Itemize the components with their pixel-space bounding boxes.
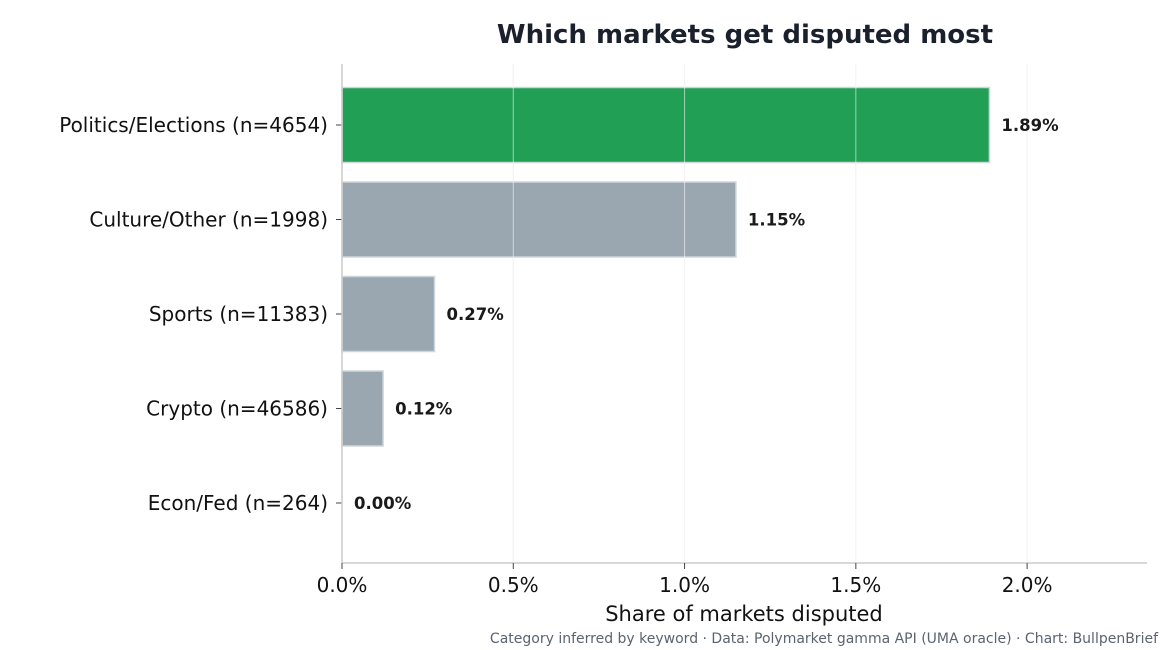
category-label: Econ/Fed (n=264) — [148, 491, 328, 515]
bar — [341, 370, 384, 447]
category-label: Politics/Elections (n=4654) — [59, 113, 328, 137]
bar — [341, 181, 737, 258]
axes — [336, 64, 1147, 569]
x-tick-label: 0.0% — [317, 573, 368, 597]
value-label: 0.00% — [354, 494, 412, 513]
x-tick-label: 1.5% — [830, 573, 881, 597]
value-label: 1.89% — [1001, 116, 1059, 135]
category-label: Culture/Other (n=1998) — [89, 208, 328, 232]
value-label: 0.27% — [446, 305, 504, 324]
footnote: Category inferred by keyword · Data: Pol… — [490, 631, 1159, 647]
bars — [341, 64, 1028, 563]
category-label: Sports (n=11383) — [149, 302, 328, 326]
x-tick-label: 1.0% — [659, 573, 710, 597]
bar — [341, 86, 991, 164]
chart-title: Which markets get disputed most — [497, 20, 993, 50]
x-tick-label: 2.0% — [1002, 573, 1053, 597]
bar — [341, 275, 436, 353]
value-label: 0.12% — [395, 400, 453, 419]
labels: 1.89% Politics/Elections (n=4654) 1.15% Cul… — [59, 113, 1059, 597]
x-tick-label: 0.5% — [488, 573, 539, 597]
category-label: Crypto (n=46586) — [146, 397, 328, 421]
value-label: 1.15% — [748, 211, 806, 230]
x-axis-title: Share of markets disputed — [605, 602, 883, 626]
